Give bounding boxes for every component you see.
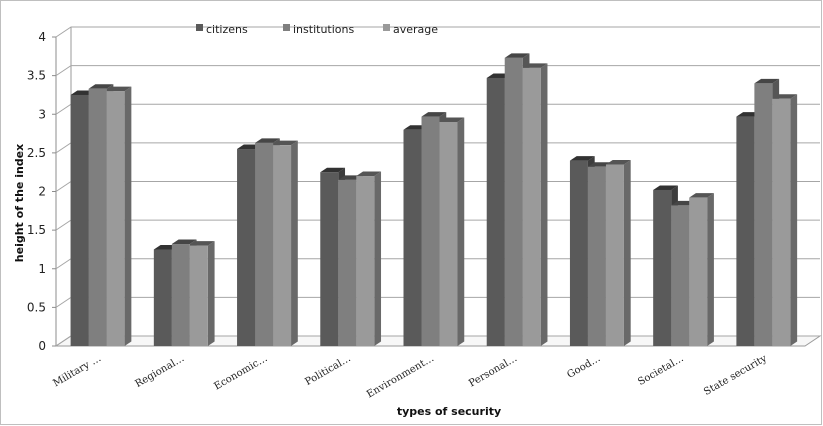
bar [689, 197, 708, 346]
bar-top [421, 112, 447, 117]
bar-group [736, 78, 798, 346]
bar-top [273, 140, 298, 146]
y-tick-label: 3.5 [27, 69, 46, 83]
bar [88, 88, 107, 346]
bar-group [70, 84, 132, 346]
bar-top [689, 193, 714, 198]
bar-top [653, 185, 678, 190]
bar-side [707, 193, 714, 346]
legend-item: institutions [283, 23, 354, 36]
bar-side [623, 159, 631, 346]
y-tick-label: 0.5 [27, 300, 46, 314]
bar [653, 189, 672, 346]
bar-side [790, 94, 798, 346]
bar [320, 172, 339, 346]
y-tick-label: 2.5 [27, 146, 46, 160]
y-tick-labels: 0 0.5 1 1.5 2 2.5 3 3.5 4 [27, 30, 46, 353]
bar-group [486, 53, 548, 347]
y-tick-label: 0 [38, 339, 46, 353]
bar [171, 244, 190, 346]
bar [587, 166, 606, 346]
bar-group [237, 138, 298, 346]
bar-side [374, 171, 382, 346]
y-tick-label: 4 [38, 30, 46, 44]
bar [522, 67, 541, 347]
y-tick-label: 1 [38, 262, 46, 276]
bar [403, 129, 422, 346]
x-axis-label: types of security [397, 405, 501, 418]
bars [70, 53, 798, 347]
bar-top [522, 63, 548, 68]
bar [237, 149, 256, 346]
bar-side [124, 86, 132, 346]
bar-side [457, 117, 465, 346]
bar [273, 145, 292, 346]
y-tick-label: 3 [38, 107, 46, 121]
bar-top [320, 167, 346, 173]
bar-top [356, 171, 382, 177]
gridline [55, 26, 820, 38]
bar-top [255, 138, 280, 143]
bar-top [605, 159, 631, 165]
gridline [55, 65, 820, 77]
bar [605, 164, 624, 346]
bar-group [320, 167, 382, 346]
legend-item: citizens [196, 23, 248, 36]
bar [70, 94, 89, 346]
bar [338, 179, 357, 346]
legend-label: average [393, 23, 438, 36]
legend-swatch [383, 24, 390, 31]
bar [486, 77, 505, 346]
legend-swatch [283, 24, 290, 31]
bar-top [189, 241, 215, 246]
legend-swatch [196, 24, 203, 31]
bar [255, 142, 274, 346]
bar-top [88, 84, 114, 89]
bar-side [207, 241, 215, 346]
bar-top [569, 156, 595, 161]
bar-top [504, 53, 530, 58]
y-axis-label: height of the index [13, 144, 26, 262]
legend-label: citizens [206, 23, 248, 36]
bar-top [106, 86, 132, 92]
bar [106, 91, 125, 346]
bar-group [403, 112, 465, 346]
bar [504, 57, 523, 347]
bar [772, 98, 791, 346]
bar-side [540, 63, 548, 347]
bar [189, 245, 208, 346]
legend-label: institutions [293, 23, 354, 36]
legend: citizens institutions average [196, 23, 438, 36]
bar [153, 249, 172, 346]
bar [439, 121, 458, 346]
bar [671, 205, 690, 346]
bar [754, 83, 773, 346]
bar-top [439, 117, 465, 122]
bar-top [171, 239, 197, 245]
y-tick-label: 1.5 [27, 223, 46, 237]
bar-top [754, 78, 780, 84]
bar-group [569, 156, 631, 346]
bar [421, 116, 440, 346]
bar-group [153, 239, 215, 346]
bar-group [653, 185, 714, 346]
bar [569, 160, 588, 346]
y-tick-label: 2 [38, 185, 46, 199]
bar-top [772, 94, 798, 99]
legend-item: average [383, 23, 438, 36]
bar-side [291, 140, 298, 346]
bar [736, 116, 755, 346]
bar [356, 176, 375, 346]
